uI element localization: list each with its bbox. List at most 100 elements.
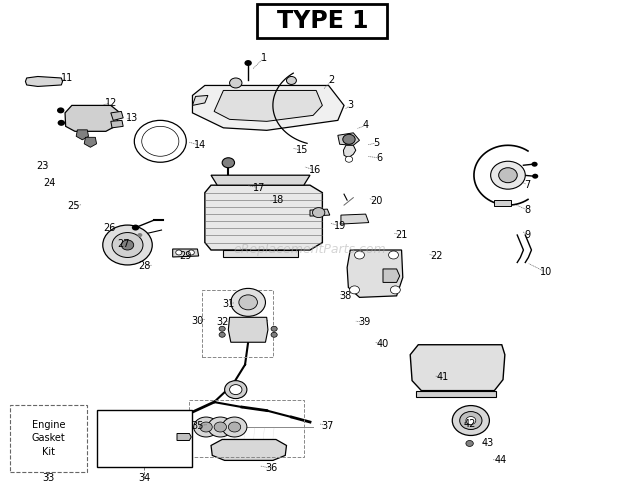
Text: 44: 44 bbox=[494, 456, 507, 466]
Circle shape bbox=[498, 168, 517, 182]
Polygon shape bbox=[347, 250, 403, 298]
Text: 41: 41 bbox=[437, 372, 449, 382]
Polygon shape bbox=[25, 76, 63, 86]
Circle shape bbox=[228, 422, 241, 432]
Text: 33: 33 bbox=[42, 474, 55, 484]
Polygon shape bbox=[76, 130, 89, 140]
Text: 3: 3 bbox=[347, 100, 353, 110]
Text: 4: 4 bbox=[363, 120, 369, 130]
Circle shape bbox=[214, 422, 226, 432]
Circle shape bbox=[58, 120, 65, 126]
Text: 38: 38 bbox=[340, 291, 352, 301]
Text: 17: 17 bbox=[253, 182, 265, 192]
Text: 1: 1 bbox=[260, 53, 267, 63]
Polygon shape bbox=[211, 440, 286, 460]
Text: 11: 11 bbox=[61, 73, 74, 83]
Text: 6: 6 bbox=[376, 153, 383, 163]
Circle shape bbox=[222, 158, 234, 168]
Circle shape bbox=[229, 384, 242, 394]
Circle shape bbox=[271, 332, 277, 338]
Circle shape bbox=[132, 224, 140, 230]
Polygon shape bbox=[172, 249, 198, 257]
Bar bbox=[257, 4, 388, 38]
Circle shape bbox=[222, 417, 247, 437]
Circle shape bbox=[466, 416, 476, 424]
Text: 16: 16 bbox=[309, 165, 321, 175]
Circle shape bbox=[219, 326, 225, 332]
Text: 37: 37 bbox=[321, 420, 334, 430]
Text: 36: 36 bbox=[265, 464, 278, 473]
Bar bbox=[10, 404, 87, 472]
Text: 39: 39 bbox=[358, 318, 371, 328]
Circle shape bbox=[391, 286, 401, 294]
Circle shape bbox=[208, 417, 232, 437]
Text: 25: 25 bbox=[68, 201, 80, 211]
Text: 7: 7 bbox=[525, 180, 531, 190]
Circle shape bbox=[219, 332, 225, 338]
Circle shape bbox=[57, 108, 64, 114]
Text: 12: 12 bbox=[105, 98, 117, 108]
Text: 31: 31 bbox=[222, 299, 234, 309]
Text: 34: 34 bbox=[138, 474, 150, 484]
Polygon shape bbox=[177, 434, 191, 440]
Polygon shape bbox=[228, 318, 268, 342]
Text: 23: 23 bbox=[37, 161, 49, 171]
Polygon shape bbox=[338, 133, 360, 145]
Text: 21: 21 bbox=[396, 230, 408, 240]
Circle shape bbox=[112, 232, 143, 258]
Text: TYPE 1: TYPE 1 bbox=[277, 9, 368, 33]
Polygon shape bbox=[205, 185, 322, 250]
Polygon shape bbox=[192, 96, 208, 106]
Polygon shape bbox=[111, 120, 123, 128]
Bar bbox=[202, 290, 273, 357]
Circle shape bbox=[452, 406, 489, 436]
Bar bbox=[189, 400, 304, 457]
Text: 35: 35 bbox=[191, 420, 203, 430]
Polygon shape bbox=[383, 269, 400, 282]
Text: eReplacementParts.com: eReplacementParts.com bbox=[234, 244, 386, 256]
Circle shape bbox=[103, 225, 153, 265]
Polygon shape bbox=[310, 209, 330, 216]
Text: 32: 32 bbox=[216, 318, 228, 328]
Circle shape bbox=[343, 134, 355, 144]
Polygon shape bbox=[214, 90, 322, 122]
Text: 40: 40 bbox=[377, 338, 389, 348]
Text: 26: 26 bbox=[103, 222, 115, 232]
Text: 27: 27 bbox=[117, 239, 130, 249]
Text: 13: 13 bbox=[126, 113, 138, 123]
Circle shape bbox=[122, 240, 134, 250]
Circle shape bbox=[466, 440, 473, 446]
Circle shape bbox=[239, 295, 257, 310]
Circle shape bbox=[459, 412, 482, 430]
Polygon shape bbox=[343, 146, 356, 158]
Text: 28: 28 bbox=[138, 261, 151, 271]
Circle shape bbox=[389, 251, 399, 259]
Text: 10: 10 bbox=[540, 268, 552, 278]
Text: 18: 18 bbox=[272, 195, 284, 205]
Text: 24: 24 bbox=[43, 178, 55, 188]
Circle shape bbox=[229, 78, 242, 88]
Text: 8: 8 bbox=[525, 205, 531, 215]
Circle shape bbox=[244, 60, 252, 66]
Circle shape bbox=[200, 422, 212, 432]
Circle shape bbox=[188, 250, 194, 255]
Circle shape bbox=[531, 162, 538, 166]
Text: 30: 30 bbox=[192, 316, 203, 326]
Polygon shape bbox=[211, 175, 310, 185]
Circle shape bbox=[490, 161, 525, 189]
Circle shape bbox=[532, 174, 538, 178]
Text: 9: 9 bbox=[525, 230, 531, 240]
Circle shape bbox=[312, 208, 325, 218]
Polygon shape bbox=[417, 390, 495, 397]
Text: Engine
Gasket
Kit: Engine Gasket Kit bbox=[32, 420, 65, 456]
Circle shape bbox=[286, 76, 296, 84]
Bar bbox=[97, 410, 192, 467]
Text: 43: 43 bbox=[482, 438, 494, 448]
Circle shape bbox=[350, 286, 360, 294]
Text: 19: 19 bbox=[334, 221, 346, 231]
Circle shape bbox=[271, 326, 277, 332]
Polygon shape bbox=[192, 86, 344, 130]
Text: 2: 2 bbox=[329, 76, 335, 86]
Circle shape bbox=[345, 156, 353, 162]
Circle shape bbox=[224, 380, 247, 398]
